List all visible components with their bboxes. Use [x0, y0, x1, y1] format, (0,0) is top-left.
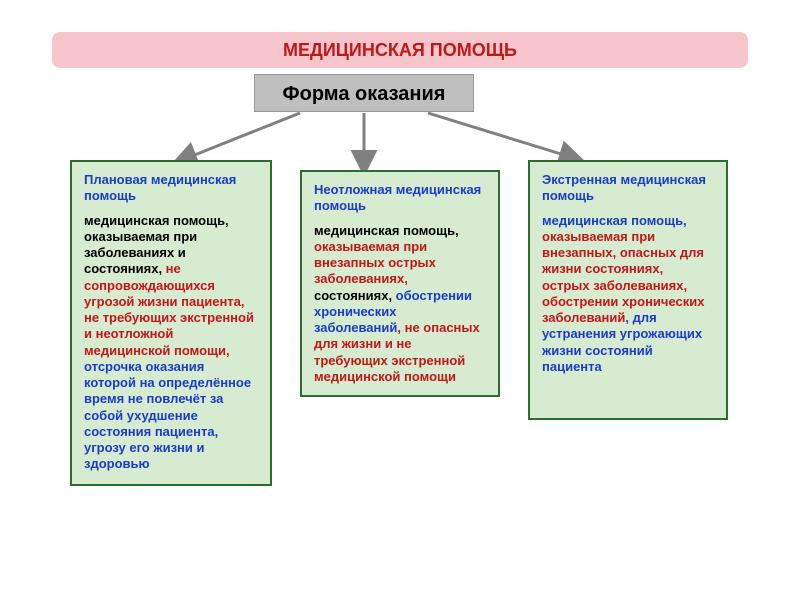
text-segment: отсрочка оказания которой на определённо…: [84, 359, 251, 472]
text-segment: Плановая медицинская помощь: [84, 172, 236, 203]
sub-header-text: Форма оказания: [283, 83, 446, 105]
text-segment: медицинская помощь,: [542, 213, 687, 228]
text-segment: Экстренная медицинская помощь: [542, 172, 706, 203]
box-title: Экстренная медицинская помощь: [542, 172, 714, 205]
text-segment: состояниях,: [314, 288, 396, 303]
box-title: Плановая медицинская помощь: [84, 172, 258, 205]
main-header: МЕДИЦИНСКАЯ ПОМОЩЬ: [52, 32, 748, 68]
main-header-text: МЕДИЦИНСКАЯ ПОМОЩЬ: [283, 40, 517, 60]
text-segment: медицинская помощь,: [314, 223, 459, 238]
box-body: медицинская помощь, оказываемая при внез…: [542, 213, 714, 376]
box-title: Неотложная медицинская помощь: [314, 182, 486, 215]
info-box-2: Экстренная медицинская помощь медицинская…: [528, 160, 728, 420]
info-box-1: Неотложная медицинская помощь медицинская…: [300, 170, 500, 397]
sub-header: Форма оказания: [254, 74, 474, 112]
text-segment: медицинская помощь, оказываемая при забо…: [84, 213, 229, 277]
arrow-2: [428, 113, 574, 158]
text-segment: оказываемая при внезапных, опасных для ж…: [542, 229, 704, 325]
arrow-0: [182, 113, 300, 160]
info-box-0: Плановая медицинская помощь медицинская п…: [70, 160, 272, 486]
text-segment: оказываемая при внезапных острых заболев…: [314, 239, 436, 287]
box-body: медицинская помощь, оказываемая при внез…: [314, 223, 486, 386]
box-body: медицинская помощь, оказываемая при забо…: [84, 213, 258, 473]
text-segment: Неотложная медицинская помощь: [314, 182, 481, 213]
